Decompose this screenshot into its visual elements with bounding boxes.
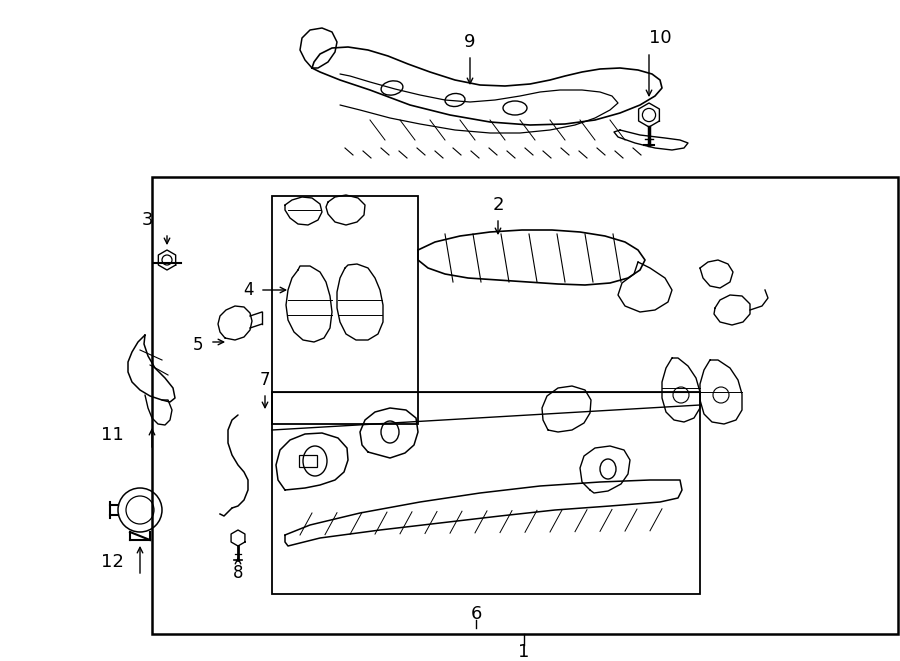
Text: 11: 11	[101, 426, 123, 444]
Text: 6: 6	[471, 605, 482, 623]
Text: 8: 8	[233, 564, 243, 582]
Text: 3: 3	[141, 211, 153, 229]
Text: 2: 2	[492, 196, 504, 214]
Bar	[299, 455, 317, 467]
Text: 12: 12	[101, 553, 123, 571]
Bar	[272, 392, 700, 594]
Text: 7: 7	[260, 371, 270, 389]
Text: 9: 9	[464, 33, 476, 51]
Bar	[152, 177, 898, 634]
Text: 10: 10	[649, 29, 671, 47]
Bar	[272, 196, 418, 424]
Text: 1: 1	[518, 643, 530, 661]
Text: 4: 4	[243, 281, 253, 299]
Text: 5: 5	[193, 336, 203, 354]
